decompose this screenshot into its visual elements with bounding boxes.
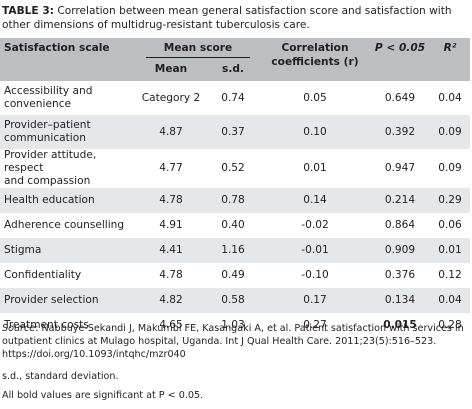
caption-label: TABLE 3: xyxy=(2,5,54,17)
cell-mean: Category 2 xyxy=(141,91,201,104)
table-row: Treatment costs 4.65 1.03 0.27 0.015 0.28 xyxy=(0,313,470,338)
cell-sd: 0.37 xyxy=(206,115,260,149)
table-row: Provider–patient communication 4.87 0.37 0.1… xyxy=(0,115,470,149)
cell-correlation: -0.02 xyxy=(301,219,329,231)
header-r-squared: R² xyxy=(430,38,470,81)
cell-r-squared: 0.09 xyxy=(430,115,470,149)
source-label: Source xyxy=(2,323,36,334)
cell-p-value: 0.134 xyxy=(370,288,430,313)
cell-p-value: 0.864 xyxy=(384,219,416,231)
table-row: Accessibility and convenience Category 2 0.… xyxy=(0,81,470,115)
cell-p-value: 0.015 xyxy=(383,319,417,331)
cell-sd: 0.52 xyxy=(221,162,245,174)
row-label: Confidentiality xyxy=(4,269,82,281)
sd-footnote: s.d., standard deviation. xyxy=(2,371,119,382)
source-note: Source: Nabbuye-Sekandi J, Makumbi FE, K… xyxy=(2,322,468,361)
table-row: Provider selection 4.82 0.58 0.17 0.134 0.04 xyxy=(0,288,470,313)
cell-correlation: 0.05 xyxy=(303,91,327,104)
cell-sd: 1.16 xyxy=(206,238,260,263)
correlation-table: Satisfaction scale Mean score Correlatio… xyxy=(0,38,470,338)
header-row: Satisfaction scale Mean score Correlatio… xyxy=(0,38,470,81)
row-label: Accessibility and convenience xyxy=(4,85,93,110)
cell-r-squared: 0.29 xyxy=(430,188,470,213)
cell-sd: 0.40 xyxy=(221,219,245,231)
cell-correlation: 0.10 xyxy=(260,115,370,149)
header-mean-score: Mean score xyxy=(136,38,260,61)
cell-mean: 4.78 xyxy=(159,269,183,281)
cell-r-squared: 0.04 xyxy=(438,91,462,104)
table-body: Accessibility and convenience Category 2 0.… xyxy=(0,81,470,338)
cell-p-value: 0.909 xyxy=(370,238,430,263)
cell-correlation: 0.14 xyxy=(260,188,370,213)
cell-p-value: 0.649 xyxy=(384,91,416,104)
cell-mean: 4.82 xyxy=(136,288,206,313)
cell-r-squared: 0.01 xyxy=(430,238,470,263)
source-text: : Nabbuye-Sekandi J, Makumbi FE, Kasanga… xyxy=(2,323,464,360)
cell-r-squared: 0.28 xyxy=(438,319,462,331)
row-label: Adherence counselling xyxy=(4,219,125,231)
header-correlation: Correlation coefficients (r) xyxy=(260,38,370,81)
cell-correlation: -0.10 xyxy=(301,269,329,281)
cell-sd: 0.58 xyxy=(206,288,260,313)
bold-footnote: All bold values are significant at P < 0… xyxy=(2,390,204,401)
cell-r-squared: 0.09 xyxy=(438,162,462,174)
header-satisfaction-scale: Satisfaction scale xyxy=(0,38,136,81)
cell-sd: 0.49 xyxy=(221,269,245,281)
table-row: Provider attitude, respect and compassion… xyxy=(0,149,470,188)
cell-r-squared: 0.12 xyxy=(438,269,462,281)
header-p-value: P < 0.05 xyxy=(370,38,430,81)
caption-text: Correlation between mean general satisfa… xyxy=(2,5,452,31)
cell-mean: 4.91 xyxy=(159,219,183,231)
row-label: Provider–patient communication xyxy=(0,115,136,149)
table-row: Stigma 4.41 1.16 -0.01 0.909 0.01 xyxy=(0,238,470,263)
cell-p-value: 0.376 xyxy=(384,269,416,281)
cell-p-value: 0.947 xyxy=(384,162,416,174)
header-sd: s.d. xyxy=(206,61,260,81)
row-label: Health education xyxy=(0,188,136,213)
cell-correlation: 0.27 xyxy=(303,319,327,331)
row-label: Stigma xyxy=(0,238,136,263)
table-row: Confidentiality 4.78 0.49 -0.10 0.376 0.12 xyxy=(0,263,470,288)
row-label: Treatment costs xyxy=(4,319,89,331)
table-row: Health education 4.78 0.78 0.14 0.214 0.29 xyxy=(0,188,470,213)
cell-sd: 1.03 xyxy=(221,319,245,331)
cell-correlation: -0.01 xyxy=(260,238,370,263)
cell-r-squared: 0.06 xyxy=(438,219,462,231)
row-label: Provider attitude, respect and compassion xyxy=(4,149,97,187)
cell-mean: 4.41 xyxy=(136,238,206,263)
cell-correlation: 0.17 xyxy=(260,288,370,313)
table-row: Adherence counselling 4.91 0.40 -0.02 0.864 0… xyxy=(0,213,470,238)
table-caption: TABLE 3: Correlation between mean genera… xyxy=(2,4,468,32)
cell-mean: 4.78 xyxy=(136,188,206,213)
row-label: Provider selection xyxy=(0,288,136,313)
cell-mean: 4.65 xyxy=(159,319,183,331)
cell-correlation: 0.01 xyxy=(303,162,327,174)
cell-sd: 0.78 xyxy=(206,188,260,213)
header-mean: Mean xyxy=(136,61,206,81)
cell-mean: 4.87 xyxy=(136,115,206,149)
cell-mean: 4.77 xyxy=(159,162,183,174)
cell-sd: 0.74 xyxy=(221,91,245,104)
cell-p-value: 0.214 xyxy=(370,188,430,213)
cell-p-value: 0.392 xyxy=(370,115,430,149)
cell-r-squared: 0.04 xyxy=(430,288,470,313)
subheader-row: Mean s.d. xyxy=(0,61,470,81)
